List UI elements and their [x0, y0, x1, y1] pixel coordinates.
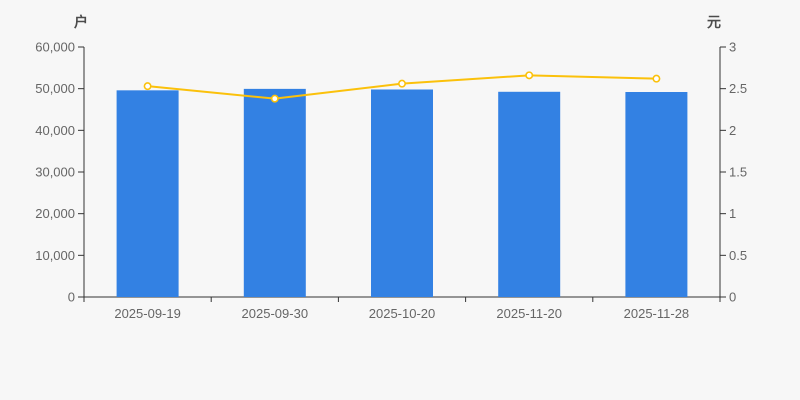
left-axis-tick-label: 60,000 [35, 40, 75, 55]
line-marker-2025-09-30[interactable] [270, 94, 279, 103]
left-axis-tick-label: 20,000 [35, 206, 75, 221]
x-axis-category-label: 2025-09-19 [114, 306, 181, 321]
line-marker-2025-10-20[interactable] [397, 79, 406, 88]
right-axis-tick-label: 0.5 [729, 248, 747, 263]
line-marker-2025-09-19[interactable] [143, 82, 152, 91]
line-marker-2025-11-20[interactable] [525, 71, 534, 80]
x-axis-category-label: 2025-11-20 [496, 306, 562, 321]
right-axis-tick-label: 0 [729, 290, 736, 305]
x-axis-category-label: 2025-11-28 [624, 306, 690, 321]
right-axis-tick-label: 3 [729, 40, 736, 55]
line-marker-2025-11-28[interactable] [652, 74, 661, 83]
left-axis-tick-label: 30,000 [35, 165, 75, 180]
right-axis-tick-label: 1.5 [729, 165, 747, 180]
left-axis-tick-label: 40,000 [35, 123, 75, 138]
bar-2025-09-19[interactable] [116, 90, 179, 297]
x-axis-category-label: 2025-10-20 [369, 306, 436, 321]
bar-2025-11-28[interactable] [625, 92, 688, 297]
right-axis-title: 元 [707, 14, 721, 30]
left-axis-tick-label: 0 [68, 290, 75, 305]
left-axis-title: 户 [74, 14, 88, 30]
bar-2025-10-20[interactable] [371, 89, 433, 298]
right-axis-tick-label: 2.5 [729, 81, 747, 96]
right-axis-tick-label: 2 [729, 123, 736, 138]
left-axis-tick-label: 10,000 [35, 248, 75, 263]
bar-2025-11-20[interactable] [498, 91, 561, 298]
left-axis-tick-label: 50,000 [35, 81, 75, 96]
bar-2025-09-30[interactable] [243, 88, 306, 297]
x-axis-category-label: 2025-09-30 [242, 306, 309, 321]
right-axis-tick-label: 1 [729, 206, 736, 221]
